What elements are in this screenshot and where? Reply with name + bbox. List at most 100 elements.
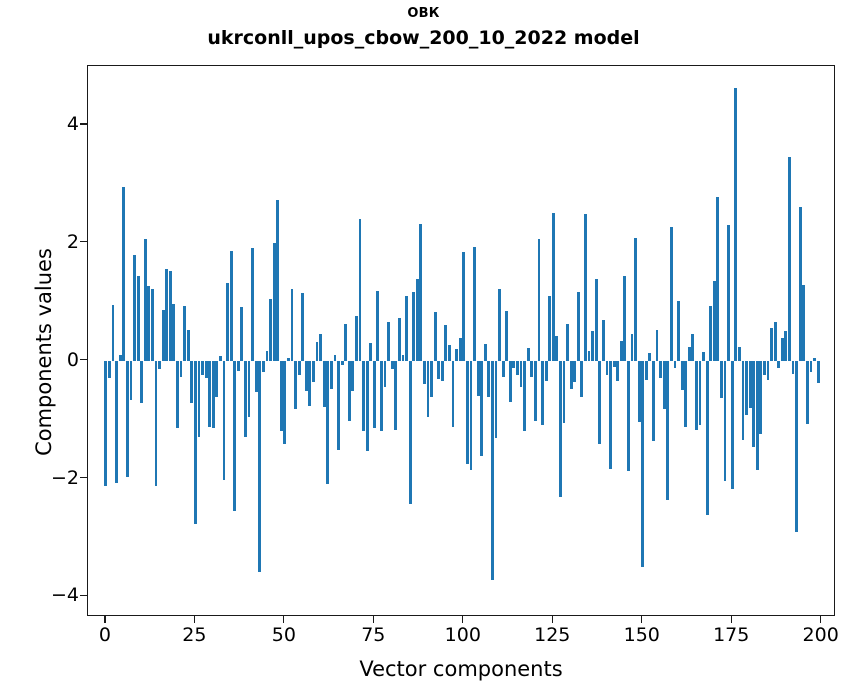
bar [240, 307, 244, 361]
bar [322, 360, 326, 407]
bar [516, 360, 519, 376]
bar [634, 238, 637, 361]
bar [347, 360, 351, 422]
bar [598, 360, 602, 445]
bar [286, 358, 290, 361]
bar [637, 360, 641, 422]
bar [494, 360, 498, 438]
x-tick-mark [462, 616, 464, 623]
bar [687, 347, 691, 361]
bar [541, 360, 544, 426]
plot-area [87, 65, 835, 616]
bar [748, 360, 752, 408]
x-tick-mark [730, 616, 732, 623]
bar [612, 360, 616, 368]
bar [723, 360, 727, 481]
bar [376, 291, 380, 361]
bar [254, 360, 258, 392]
bar [770, 328, 773, 361]
bar [143, 238, 147, 361]
bar [387, 321, 391, 361]
bar [473, 246, 476, 361]
bar [183, 305, 187, 361]
bar [465, 360, 469, 464]
bar [265, 351, 269, 361]
bar [580, 360, 584, 397]
bar [440, 360, 444, 381]
bar [480, 360, 484, 457]
bar [759, 360, 763, 434]
bar [705, 360, 709, 516]
bar [147, 285, 151, 361]
bar [619, 340, 623, 361]
bar [512, 360, 516, 368]
bar [326, 360, 330, 485]
y-axis-tick-labels: −4 −2 0 2 4 [35, 0, 79, 696]
bar [362, 360, 365, 432]
bar [236, 360, 240, 372]
y-tick-mark [80, 476, 87, 479]
chart-title: ukrconll_upos_cbow_200_10_2022 model [207, 27, 640, 49]
x-tick-label: 150 [623, 624, 660, 646]
x-tick-mark [283, 616, 285, 623]
bar [584, 213, 587, 361]
bar [297, 360, 301, 376]
figure-suptitle: ОВК [407, 6, 440, 21]
bar [605, 360, 609, 375]
x-axis-title: Vector components [359, 657, 563, 681]
bar [680, 360, 684, 391]
bar [462, 252, 466, 361]
bar [315, 342, 319, 361]
bar [247, 360, 251, 417]
bar [222, 360, 226, 481]
bar [405, 295, 408, 361]
bar [211, 360, 215, 429]
bar [698, 360, 702, 426]
bar [251, 247, 255, 361]
x-tick-mark [641, 616, 643, 623]
bar [755, 360, 759, 471]
bar [573, 360, 577, 382]
bar [390, 360, 394, 370]
bar [558, 360, 562, 498]
bar [483, 343, 487, 361]
bar [780, 338, 784, 361]
bar [551, 213, 555, 361]
bar [519, 360, 523, 387]
x-tick-label: 0 [98, 624, 111, 646]
bar [244, 360, 247, 438]
bar [354, 316, 358, 361]
y-tick-mark [80, 359, 87, 361]
x-tick-mark [104, 616, 106, 623]
bar [601, 319, 605, 361]
bar [115, 360, 119, 484]
bar [308, 360, 312, 407]
bar [616, 360, 620, 382]
bar [641, 360, 645, 567]
bar [795, 360, 799, 532]
bar-series [88, 66, 834, 615]
bar [659, 360, 663, 379]
bar [505, 310, 509, 361]
bar [165, 268, 169, 361]
x-tick-mark [551, 616, 553, 623]
bar [555, 336, 559, 361]
bar [448, 344, 451, 361]
bar [401, 354, 405, 361]
bar [365, 360, 369, 452]
bar [304, 360, 308, 392]
bar [458, 338, 462, 361]
bar [337, 360, 340, 451]
bar [784, 330, 788, 361]
bar [358, 219, 362, 361]
bar [301, 292, 305, 361]
bar [426, 360, 430, 417]
bar [276, 199, 280, 361]
bar [816, 360, 820, 384]
y-tick-label: 4 [66, 112, 79, 135]
bar [344, 323, 348, 361]
bar [648, 352, 652, 361]
bar [526, 347, 530, 361]
bar [805, 360, 809, 425]
y-tick-label: 2 [66, 230, 79, 253]
